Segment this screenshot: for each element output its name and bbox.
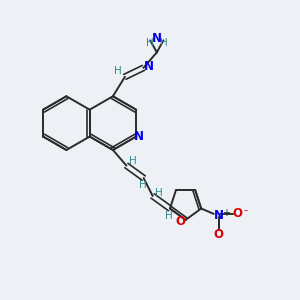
Text: H: H xyxy=(165,211,173,221)
Text: H: H xyxy=(155,188,163,198)
Text: O: O xyxy=(175,214,185,228)
Text: N: N xyxy=(144,60,154,73)
Text: H: H xyxy=(129,156,137,166)
Text: N: N xyxy=(134,130,144,143)
Text: +: + xyxy=(222,208,230,218)
Text: O: O xyxy=(232,207,243,220)
Text: H: H xyxy=(139,180,146,190)
Text: H: H xyxy=(114,67,122,76)
Text: H: H xyxy=(160,38,167,48)
Text: O: O xyxy=(214,228,224,241)
Text: -: - xyxy=(243,205,247,215)
Text: N: N xyxy=(152,32,162,44)
Text: N: N xyxy=(214,208,224,222)
Text: H: H xyxy=(146,38,154,48)
